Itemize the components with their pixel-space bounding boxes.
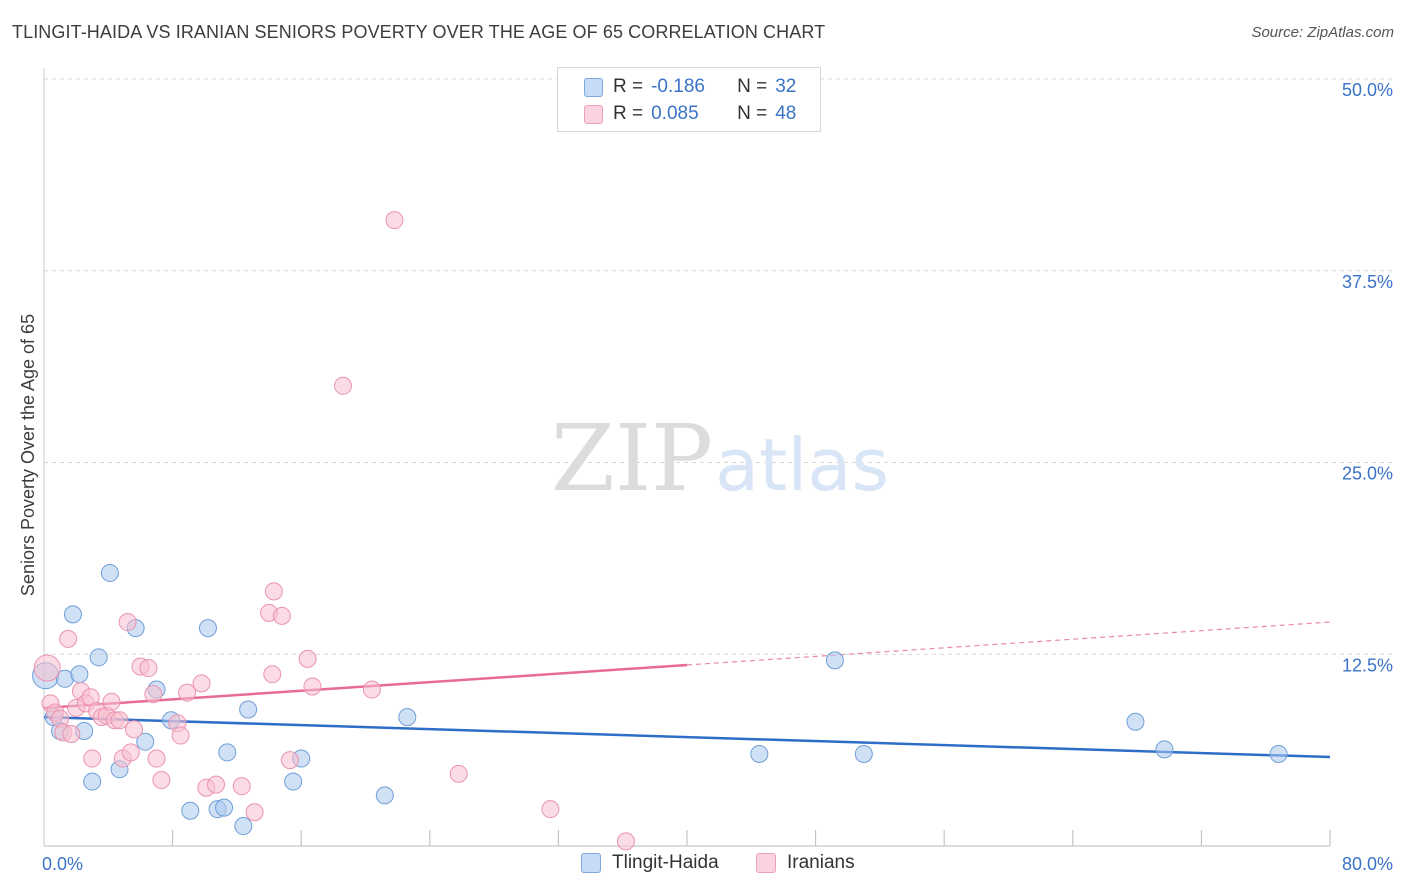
gridlines [44,78,1392,655]
watermark-zip: ZIP [551,405,713,512]
legend-n-value: 32 [775,76,797,97]
iranians-point [102,692,121,711]
legend-n-label: N = [737,103,768,124]
iranians-point [147,749,166,768]
iranians-point [125,720,144,739]
iranians-point [139,659,158,678]
iranians-point [62,725,81,744]
iranians-point [272,606,291,625]
x-tick-label: 0.0% [42,854,83,874]
iranians-point [362,680,381,699]
tlingit-haida-point [181,801,200,820]
series-label: Tlingit-Haida [612,852,719,873]
iranians-point [264,582,283,601]
y-tick-label: 12.5% [1342,655,1393,675]
tlingit-haida-point [825,651,844,670]
y-tick-label: 37.5% [1342,272,1393,292]
iranians-point [333,376,352,395]
tlingit-haida-point [1155,740,1174,759]
watermark-atlas: atlas [715,423,889,507]
tlingit-haida-point [398,708,417,727]
axes [43,68,1331,847]
legend-r-label: R = [613,76,644,97]
series-legend-iranians: Iranians [756,852,855,874]
series-swatch-pink [756,853,776,873]
tlingit-haida-point [198,619,217,638]
tlingit-haida-point [136,732,155,751]
legend-row-tlingit-haida: R = -0.186 N = 32 [584,75,796,99]
series-swatch-blue [581,853,601,873]
tlingit-haida-point [234,817,253,836]
tlingit-haida-point [63,605,82,624]
legend-swatch-pink [584,104,603,124]
iranians-point [118,613,137,632]
iranians-point [616,832,635,851]
iranians-point [110,711,129,730]
iranians-point [541,800,560,819]
trend-line-extension [686,621,1331,666]
series-legend: Tlingit-Haida Iranians [0,852,1406,876]
tlingit-haida-point [218,743,237,762]
tlingit-haida-point [375,786,394,805]
x-tick-label: 80.0% [1342,854,1393,874]
legend-r-value: 0.085 [651,103,699,124]
y-axis-label: Seniors Poverty Over the Age of 65 [18,314,38,596]
iranians-point [207,775,226,794]
legend-row-iranians: R = 0.085 N = 48 [584,102,796,126]
legend-n-value: 48 [775,103,797,124]
tlingit-haida-point [1126,712,1145,731]
tick-labels: 50.0% 37.5% 25.0% 12.5% 0.0% 80.0% [42,80,1393,874]
iranians-point [121,743,140,762]
tlingit-haida-point [83,772,102,791]
iranians-point [303,677,322,696]
iranians-point [298,649,317,668]
tlingit-haida-point [1269,744,1288,763]
series-label: Iranians [787,852,855,873]
source-label: Source: ZipAtlas.com [1251,24,1394,41]
iranians-point [152,771,171,790]
iranians-point [263,665,282,684]
series-legend-tlingit-haida: Tlingit-Haida [581,852,719,874]
tlingit-haida-point [239,700,258,719]
iranians-point [83,749,102,768]
iranians-point [59,629,78,648]
iranians-point [232,777,251,796]
legend-r-value: -0.186 [651,76,705,97]
tlingit-haida-point [215,798,234,817]
legend-swatch-blue [584,77,603,97]
tlingit-haida-point [70,665,89,684]
iranians-point [33,654,61,682]
tlingit-haida-point [284,772,303,791]
tlingit-haida-point [100,563,119,582]
tlingit-haida-point [854,744,873,763]
tlingit-haida-point [89,648,108,667]
tlingit-haida-point [750,744,769,763]
y-tick-label: 25.0% [1342,464,1393,484]
trend-lines [43,621,1331,759]
legend-n-label: N = [737,76,768,97]
iranians-point [280,751,299,770]
iranians-point [192,674,211,693]
legend-r-label: R = [613,103,644,124]
correlation-legend: R = -0.186 N = 32 R = 0.085 N = 48 [557,67,821,132]
trend-line-tlingit-haida [43,715,1331,759]
data-points [32,211,1288,851]
iranians-point [144,685,163,704]
iranians-point [449,764,468,783]
iranians-point [178,683,197,702]
chart-title: TLINGIT-HAIDA VS IRANIAN SENIORS POVERTY… [12,22,826,42]
iranians-point [245,803,264,822]
iranians-point [171,726,190,745]
iranians-point [385,211,404,230]
y-tick-label: 50.0% [1342,80,1393,100]
watermark: ZIP atlas [551,405,889,512]
